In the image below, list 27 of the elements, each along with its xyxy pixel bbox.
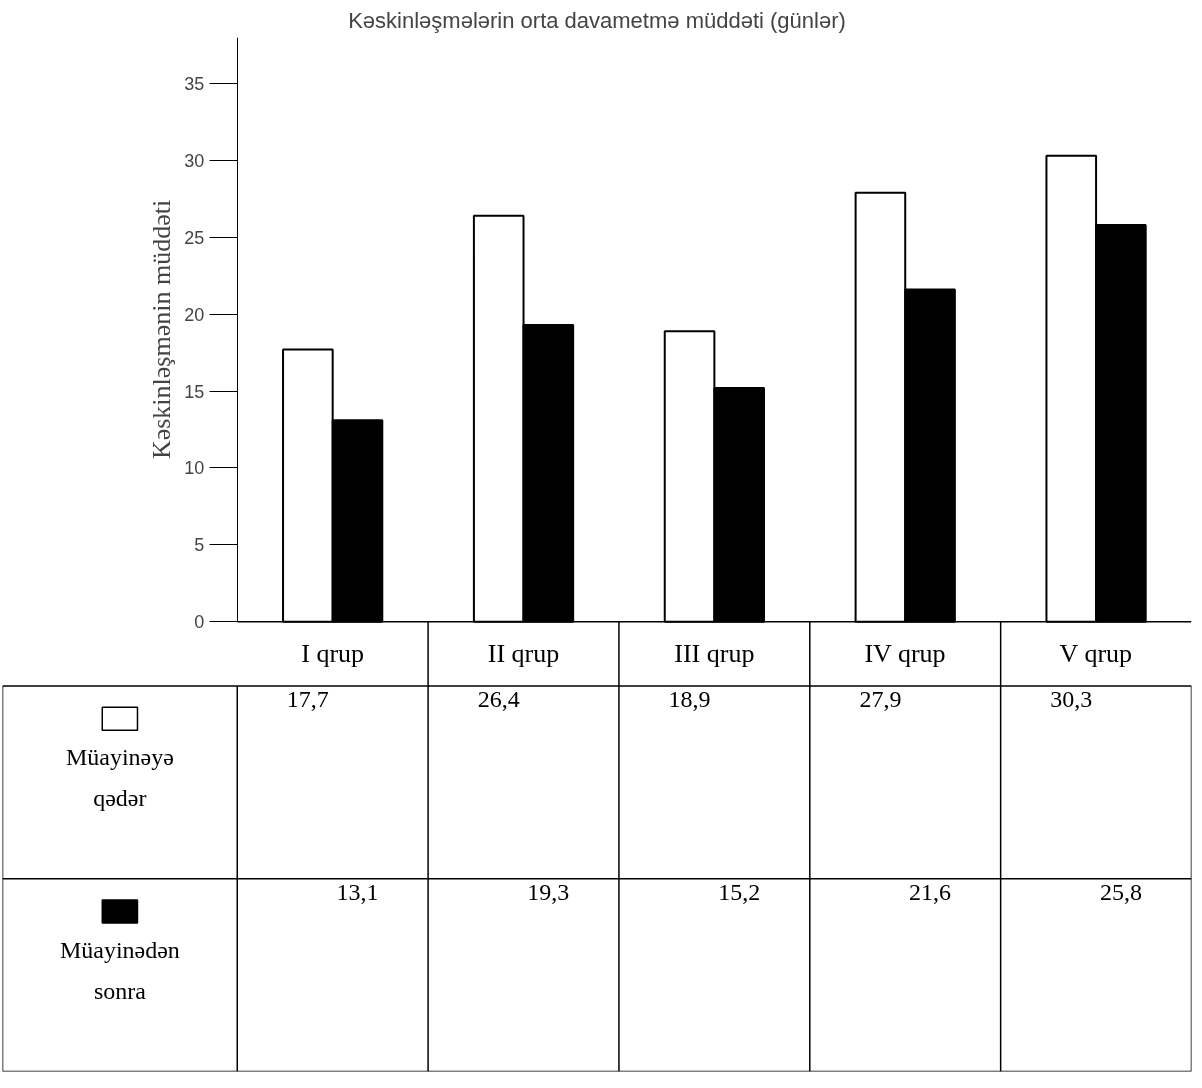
data-label: 27,9 — [859, 685, 902, 712]
y-tick-label: 25 — [184, 227, 205, 248]
data-label: 15,2 — [718, 878, 761, 905]
data-label: 18,9 — [668, 685, 711, 712]
data-label: 25,8 — [1099, 878, 1142, 905]
x-tick-label: II qrup — [487, 639, 560, 669]
y-tick-label: 15 — [184, 381, 205, 402]
x-tick-label: IV qrup — [864, 639, 946, 669]
y-axis-title: Kəskinləşmənin müddəti — [147, 199, 177, 460]
data-label: 21,6 — [909, 878, 952, 905]
legend-label: Müayinəyə qədər — [65, 743, 174, 812]
y-tick-label: 5 — [194, 535, 205, 556]
x-tick-label: V qrup — [1059, 639, 1133, 669]
x-tick-label: III qrup — [674, 639, 755, 669]
y-tick-label: 35 — [184, 74, 205, 95]
y-tick-label: 30 — [184, 150, 205, 171]
data-label: 13,1 — [336, 878, 379, 905]
data-label: 19,3 — [527, 878, 570, 905]
data-label: 30,3 — [1050, 685, 1093, 712]
chart-title: Kəskinləşmələrin orta davametmə müddəti (günlər) — [348, 7, 846, 33]
data-label: 26,4 — [477, 685, 520, 712]
x-tick-label: I qrup — [301, 639, 365, 669]
y-tick-label: 0 — [194, 612, 205, 633]
legend-label: Müayinədən sonra — [59, 936, 180, 1005]
y-tick-label: 10 — [184, 458, 205, 479]
y-tick-label: 20 — [184, 304, 205, 325]
data-label: 17,7 — [286, 685, 329, 712]
